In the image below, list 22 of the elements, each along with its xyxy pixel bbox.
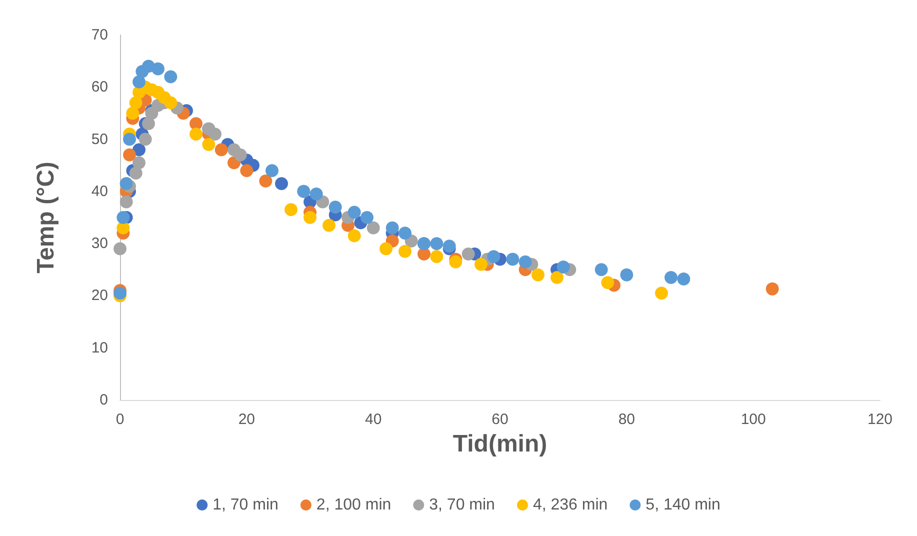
y-axis-title: Temp (°C)	[32, 162, 60, 274]
legend-label: 4, 236 min	[532, 496, 608, 514]
x-tick-label: 60	[492, 411, 508, 428]
x-axis-title: Tid(min)	[452, 430, 548, 458]
y-tick-label: 40	[91, 182, 108, 200]
y-tick-label: 10	[91, 339, 108, 356]
legend-label: 2, 100 min	[316, 496, 392, 514]
x-tick-label: 20	[238, 411, 256, 428]
y-tick-label: 60	[91, 78, 108, 96]
x-tick-label: 0	[116, 411, 124, 428]
legend-label: 3, 70 min	[429, 496, 495, 514]
legend-label: 5, 140 min	[646, 496, 720, 514]
x-tick-label: 80	[618, 411, 636, 428]
y-tick-label: 30	[91, 235, 108, 252]
x-tick-label: 120	[867, 411, 893, 428]
y-tick-label: 70	[91, 26, 108, 44]
y-tick-label: 20	[91, 287, 108, 304]
y-tick-label: 50	[91, 130, 108, 148]
legend-label: 1, 70 min	[212, 496, 278, 514]
x-tick-label: 40	[364, 411, 382, 428]
y-tick-label: 0	[100, 392, 108, 408]
x-tick-label: 100	[740, 411, 766, 428]
